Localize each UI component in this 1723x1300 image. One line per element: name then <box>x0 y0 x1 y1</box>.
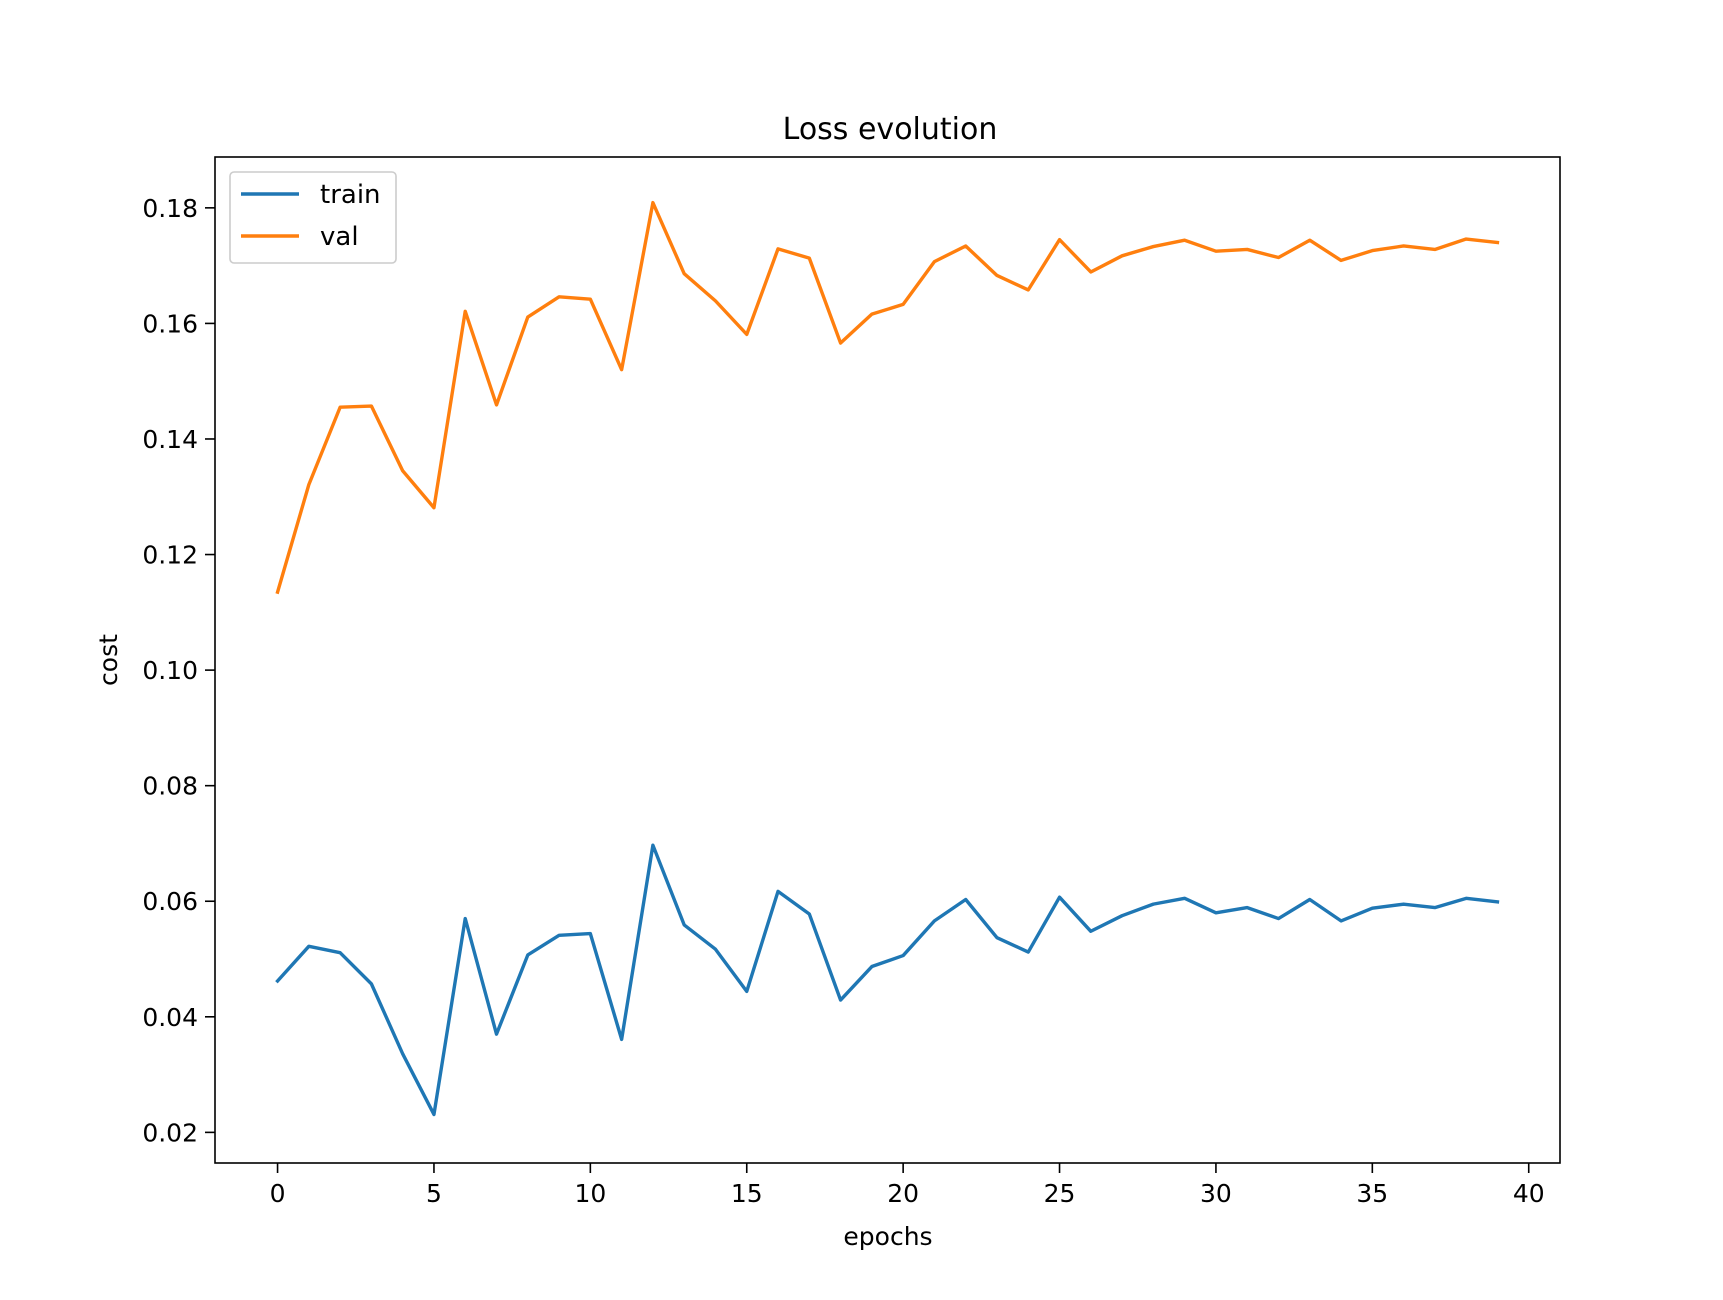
x-axis-ticks: 0 5 10 15 20 25 30 35 40 <box>270 1163 1545 1208</box>
y-tick-label: 0.14 <box>142 425 198 454</box>
plot-area <box>214 156 1561 1164</box>
y-axis-label: cost <box>94 634 123 686</box>
y-tick-label: 0.18 <box>142 194 198 223</box>
y-tick-label: 0.16 <box>142 309 198 338</box>
y-tick-label: 0.08 <box>142 772 198 801</box>
y-tick-label: 0.12 <box>142 541 198 570</box>
legend-label-train: train <box>320 180 381 210</box>
x-axis-label: epochs <box>843 1222 932 1251</box>
y-tick-label: 0.04 <box>142 1003 198 1032</box>
y-tick-label: 0.06 <box>142 887 198 916</box>
legend-label-val: val <box>320 222 359 252</box>
y-tick-label: 0.10 <box>142 656 198 685</box>
x-tick-label: 10 <box>574 1179 606 1208</box>
axes-background <box>215 157 1560 1163</box>
x-tick-label: 5 <box>426 1179 442 1208</box>
chart-title: Loss evolution <box>783 112 998 147</box>
x-tick-label: 35 <box>1356 1179 1388 1208</box>
x-tick-label: 15 <box>731 1179 763 1208</box>
axes-frame <box>214 156 1561 1164</box>
y-tick-label: 0.02 <box>142 1118 198 1147</box>
x-tick-label: 20 <box>887 1179 919 1208</box>
x-tick-label: 0 <box>270 1179 286 1208</box>
x-tick-label: 30 <box>1200 1179 1232 1208</box>
series-lines <box>275 200 1500 1117</box>
series-line-train <box>275 843 1500 1117</box>
series-line-val <box>275 200 1500 595</box>
x-tick-label: 25 <box>1044 1179 1076 1208</box>
x-tick-label: 40 <box>1513 1179 1545 1208</box>
legend: train val <box>229 171 397 264</box>
y-axis-ticks: 0.02 0.04 0.06 0.08 0.10 0.12 0.14 0.16 0.18 <box>142 194 215 1147</box>
